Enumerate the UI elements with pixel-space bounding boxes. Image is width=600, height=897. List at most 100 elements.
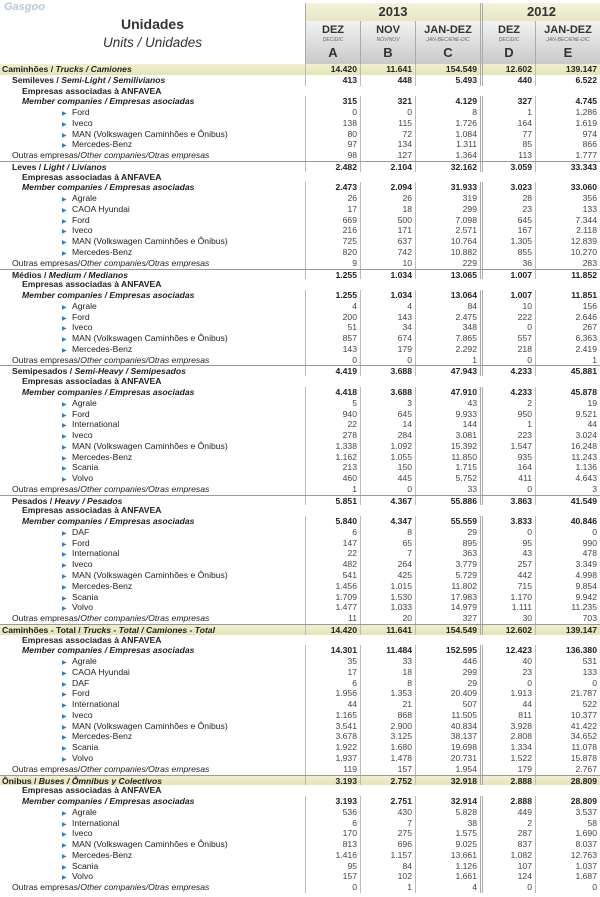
row-label: ▶ Agrale (0, 807, 305, 818)
cell-value: 18 (360, 666, 415, 678)
table-row-company: ▶ Scania 1.922 1.680 19.698 1.334 11.078 (0, 742, 600, 753)
cell-value: 1.726 (415, 117, 480, 129)
company-name: MAN (Volkswagen Caminhões e Ônibus) (72, 440, 228, 451)
row-label: ▶ Iveco (0, 710, 305, 721)
table-row-company: ▶ DAF 6 8 29 0 0 (0, 677, 600, 689)
cell-value: 1.034 (360, 269, 415, 280)
cell-value: 2.419 (535, 343, 600, 355)
cell-value: 3.678 (305, 731, 360, 743)
cell-value: 1.311 (415, 139, 480, 151)
cell-value: 11.235 (535, 602, 600, 614)
column-header-a: DEZ DEC/DIC A (305, 21, 360, 64)
cell-value: 138 (305, 117, 360, 129)
column-month: DEZ (322, 24, 344, 36)
others-label-pt: Outras empresas/ (12, 483, 81, 494)
company-name: Agrale (72, 300, 97, 311)
cell-value: 2.888 (480, 775, 535, 786)
row-label: Semileves / Semi-Light / Semilivianos (0, 75, 305, 86)
row-label: Member companies / Empresas asociadas (0, 516, 305, 527)
cell-value: 40 (480, 656, 535, 667)
cell-value: 669 (305, 214, 360, 226)
cell-value: 1.661 (415, 871, 480, 883)
cell-value: 3.193 (305, 775, 360, 786)
bullet-arrow-icon: ▶ (62, 455, 67, 462)
cell-value: 278 (305, 430, 360, 441)
others-label-pt: Outras empresas/ (12, 150, 81, 161)
cell-value: 2.752 (360, 775, 415, 786)
bullet-arrow-icon: ▶ (62, 713, 67, 720)
cell-value: 1.305 (480, 236, 535, 248)
cell-value: 15.878 (535, 753, 600, 764)
cell-value: 857 (305, 333, 360, 344)
cell-value: 449 (480, 806, 535, 818)
table-row-member: Member companies / Empresas asociadas 4.4… (0, 386, 600, 398)
cell-value: 44 (305, 699, 360, 710)
table-row-company: ▶ Ford 0 0 8 1 1.286 (0, 107, 600, 118)
cell-value: 164 (480, 462, 535, 474)
table-row-company: ▶ MAN (Volkswagen Caminhões e Ônibus) 1.33… (0, 440, 600, 452)
cell-value: 4.129 (415, 96, 480, 108)
bullet-arrow-icon: ▶ (62, 132, 67, 139)
cell-value: 0 (480, 882, 535, 893)
row-label: Pesados / Heavy / Pesados (0, 496, 305, 506)
cell-value: 12.763 (535, 849, 600, 861)
row-label: ▶ Scania (0, 462, 305, 473)
cell-value: 482 (305, 559, 360, 570)
others-label-pt: Outras empresas/ (12, 257, 81, 268)
row-label: Member companies / Empresas asociadas (0, 96, 305, 107)
bullet-arrow-icon: ▶ (62, 853, 67, 860)
cell-value: 97 (305, 139, 360, 151)
cell-value: 21.787 (535, 688, 600, 700)
cell-value: 990 (535, 537, 600, 549)
table-row-company: ▶ Agrale 4 4 84 10 156 (0, 300, 600, 312)
table-row-company: ▶ Ford 669 500 7.098 645 7.344 (0, 214, 600, 226)
cell-value: 17 (305, 666, 360, 678)
company-name: Ford (72, 688, 90, 699)
cell-value: 315 (305, 96, 360, 108)
row-label: ▶ Mercedes-Benz (0, 247, 305, 258)
cell-value: 124 (480, 871, 535, 883)
cell-value: 216 (305, 225, 360, 237)
column-letter: B (383, 45, 393, 60)
cell-value: 30 (480, 613, 535, 624)
bullet-arrow-icon: ▶ (62, 584, 67, 591)
cell-value: 299 (415, 203, 480, 215)
table-row-assoc: Empresas associadas à ANFAVEA (0, 505, 600, 516)
cell-value: 536 (305, 806, 360, 818)
cell-value: 2.482 (305, 161, 360, 172)
bullet-arrow-icon: ▶ (62, 746, 67, 753)
company-name: Scania (72, 591, 99, 602)
cell-value: 283 (535, 257, 600, 269)
cell-value: 223 (480, 430, 535, 441)
cell-value: 164 (480, 117, 535, 129)
table-row-company: ▶ Volvo 1.937 1.478 20.731 1.522 15.878 (0, 753, 600, 764)
cell-value: 22 (305, 548, 360, 560)
cell-value: 1.353 (360, 688, 415, 700)
company-name: CAOA Hyundai (72, 203, 130, 214)
table-row-company: ▶ Iveco 51 34 348 0 267 (0, 322, 600, 334)
cell-value: 33.060 (535, 182, 600, 194)
cell-value: 1.709 (305, 591, 360, 603)
table-row-company: ▶ MAN (Volkswagen Caminhões e Ônibus) 541 4… (0, 569, 600, 581)
cell-value: 35 (305, 656, 360, 667)
cell-value: 28 (480, 193, 535, 204)
cell-value: 43 (480, 548, 535, 560)
cell-value: 1 (305, 483, 360, 495)
cell-value: 4.419 (305, 366, 360, 376)
label-en: Light / Livianos (43, 161, 107, 172)
row-label: ▶ Ford (0, 107, 305, 118)
company-name: International (72, 699, 120, 710)
cell-value: 154.549 (415, 624, 480, 635)
row-label: ▶ Iveco (0, 322, 305, 333)
cell-value: 1.619 (535, 117, 600, 129)
row-label: ▶ Ford (0, 215, 305, 226)
cell-value: 170 (305, 828, 360, 840)
table-row-member: Member companies / Empresas asociadas 315… (0, 96, 600, 108)
row-label: ▶ Mercedes-Benz (0, 452, 305, 463)
cell-value: 29 (415, 526, 480, 538)
column-header-d: DEZ DEC/DIC D (480, 21, 535, 64)
cell-value: 20.731 (415, 753, 480, 764)
cell-value: 940 (305, 408, 360, 420)
cell-value: 6.363 (535, 333, 600, 344)
company-name: Ford (72, 214, 90, 225)
